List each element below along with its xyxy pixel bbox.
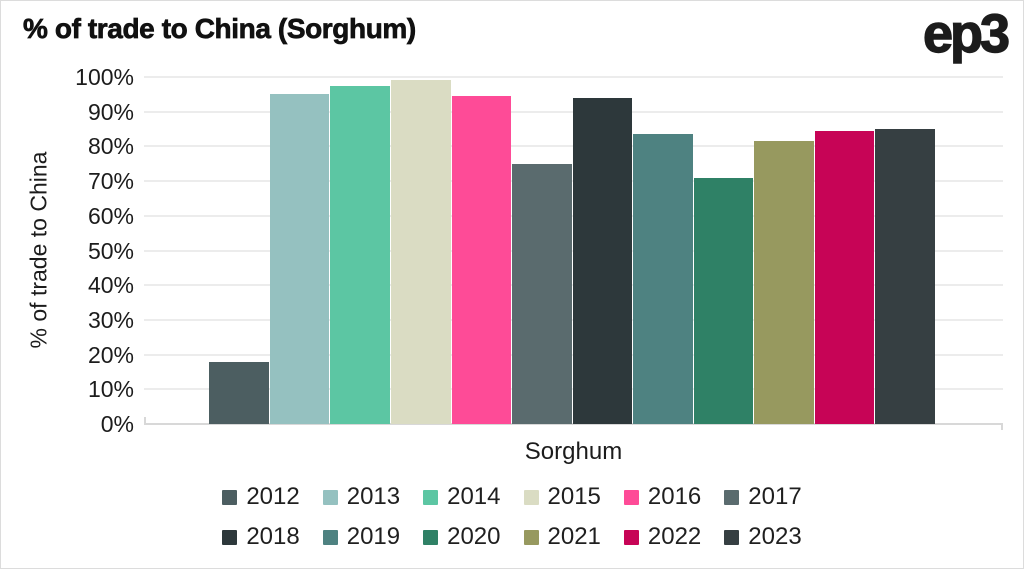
bar-2012	[209, 361, 269, 424]
legend: 2012 2013 2014 2015 2016 2017 2018 2019 2020 2021…	[1, 482, 1023, 552]
y-tick-label: 50%	[87, 237, 134, 264]
legend-label: 2021	[547, 523, 601, 550]
legend-label: 2016	[647, 483, 702, 510]
legend-label: 2022	[647, 523, 702, 550]
legend-label: 2018	[246, 523, 300, 550]
legend-label: 2015	[547, 483, 601, 510]
legend-label: 2023	[748, 523, 802, 550]
legend-label: 2017	[748, 483, 802, 510]
legend-swatch	[724, 489, 740, 505]
legend-label: 2019	[346, 523, 401, 550]
legend-swatch	[423, 489, 439, 505]
brand-logo: ep3	[922, 3, 1010, 64]
legend-label: 2012	[246, 483, 300, 510]
bar-2020	[693, 177, 754, 424]
legend-swatch	[322, 529, 338, 545]
legend-item-2013: 2013	[322, 482, 401, 512]
legend-item-2022: 2022	[623, 522, 702, 552]
bar-2019	[633, 134, 693, 424]
gridline	[144, 76, 1003, 78]
legend-item-2017: 2017	[724, 482, 802, 512]
x-axis-line	[144, 423, 1003, 425]
legend-item-2018: 2018	[222, 522, 300, 552]
legend-label: 2014	[447, 483, 501, 510]
legend-item-2023: 2023	[724, 522, 802, 552]
legend-item-2021: 2021	[523, 522, 601, 552]
legend-swatch	[523, 529, 539, 545]
bar-2014	[330, 85, 390, 424]
legend-swatch	[423, 529, 439, 545]
y-tick-label: 90%	[87, 98, 134, 125]
legend-item-2016: 2016	[623, 482, 702, 512]
plot-area: 0% 10% 20% 30% 40% 50% 60% 70% 80% 90% 100%	[75, 64, 1003, 437]
bar-2022	[814, 130, 875, 424]
y-tick-label: 0%	[100, 411, 134, 437]
bar-2013	[269, 94, 330, 424]
y-tick-label: 40%	[87, 272, 134, 299]
legend-swatch	[222, 489, 238, 505]
y-axis-title: % of trade to China	[25, 151, 52, 349]
legend-row: 2012 2013 2014 2015 2016 2017	[222, 482, 802, 512]
y-tick-label: 100%	[75, 64, 134, 90]
y-tick-label: 10%	[87, 376, 134, 403]
legend-swatch	[623, 489, 639, 505]
legend-swatch	[724, 529, 740, 545]
legend-label: 2020	[447, 523, 501, 550]
legend-item-2019: 2019	[322, 522, 401, 552]
page-title: % of trade to China (Sorghum)	[23, 13, 417, 45]
legend-swatch	[623, 529, 639, 545]
legend-item-2020: 2020	[423, 522, 501, 552]
axis-stub-left	[144, 417, 146, 424]
legend-item-2014: 2014	[423, 482, 501, 512]
y-tick-label: 30%	[87, 306, 134, 333]
legend-item-2015: 2015	[523, 482, 601, 512]
bar-2023	[875, 129, 935, 424]
bar-2018	[572, 97, 633, 424]
bar-2021	[754, 141, 814, 424]
axis-stub-right	[1001, 423, 1003, 430]
y-tick-label: 20%	[87, 341, 134, 368]
x-axis-label: Sorghum	[524, 438, 623, 465]
bar-2016	[451, 96, 512, 424]
y-tick-label: 60%	[87, 202, 134, 229]
legend-swatch	[322, 489, 338, 505]
legend-label: 2013	[346, 483, 401, 510]
bar-2017	[512, 163, 572, 424]
legend-swatch	[523, 489, 539, 505]
y-tick-label: 70%	[87, 168, 134, 195]
legend-swatch	[222, 529, 238, 545]
legend-row: 2018 2019 2020 2021 2022 2023	[222, 522, 802, 552]
legend-item-2012: 2012	[222, 482, 300, 512]
y-tick-label: 80%	[87, 133, 134, 160]
bar-2015	[390, 80, 451, 424]
